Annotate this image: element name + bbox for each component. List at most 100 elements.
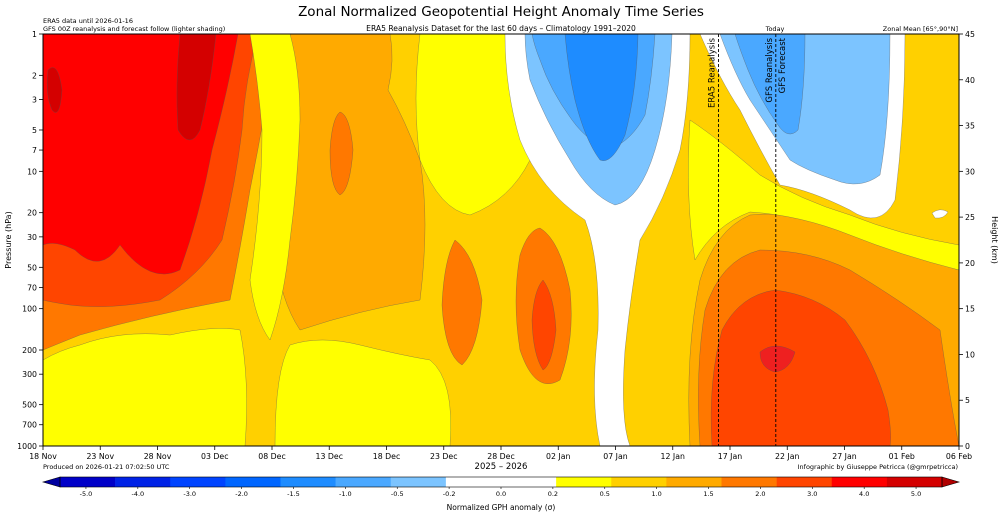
- colorbar-tick-label: -4.0: [131, 490, 144, 498]
- x-tick-label: 28 Dec: [487, 452, 515, 461]
- today-label: Today: [765, 25, 785, 33]
- height-tick-label: 45: [965, 30, 975, 39]
- colorbar-segment: [60, 477, 116, 487]
- x-tick-label: 01 Feb: [889, 452, 915, 461]
- height-tick-label: 15: [965, 305, 975, 314]
- colorbar-segment: [501, 477, 557, 487]
- colorbar-segment: [831, 477, 888, 487]
- colorbar-extend-min: [41, 476, 61, 488]
- header-left-1: ERA5 data until 2026-01-16: [43, 17, 133, 25]
- colorbar-segment: [390, 477, 447, 487]
- contour-negative-1.0-forecast: [734, 34, 806, 135]
- x-tick-label: 08 Dec: [258, 452, 286, 461]
- colorbar-segment: [611, 477, 667, 487]
- pressure-tick-label: 300: [22, 370, 37, 379]
- colorbar-tick-label: -1.0: [339, 490, 352, 498]
- colorbar-tick-label: 5.0: [911, 490, 921, 498]
- colorbar-tick-label: -0.2: [443, 490, 456, 498]
- colorbar-segment: [115, 477, 171, 487]
- height-tick-label: 0: [965, 442, 970, 451]
- pressure-tick-label: 30: [27, 233, 37, 242]
- x-tick-label: 02 Jan: [546, 452, 570, 461]
- contour-positive-2.0-jan: [531, 279, 557, 371]
- x-tick-label: 23 Dec: [430, 452, 458, 461]
- x-tick-label: 12 Jan: [661, 452, 685, 461]
- y-axis-height: 0 5 10 15 20 25 30 35 40 45: [959, 30, 975, 451]
- pressure-tick-label: 7: [32, 146, 37, 155]
- height-tick-label: 10: [965, 350, 975, 359]
- height-tick-label: 30: [965, 167, 975, 176]
- vline-label: GFS Forecast: [778, 37, 788, 93]
- colorbar-tick-label: 2.0: [755, 490, 765, 498]
- colorbar-segment: [776, 477, 833, 487]
- pressure-tick-label: 500: [22, 401, 37, 410]
- height-tick-label: 35: [965, 122, 975, 131]
- height-tick-label: 40: [965, 76, 975, 85]
- colorbar-segment: [556, 477, 612, 487]
- pressure-tick-label: 70: [27, 283, 37, 292]
- vertical-markers: ERA5 Reanalysis GFS Reanalysis GFS Forecas…: [708, 34, 788, 446]
- colorbar-segment: [666, 477, 722, 487]
- pressure-tick-label: 3: [32, 96, 37, 105]
- x-tick-label: 13 Dec: [316, 452, 344, 461]
- x-axis: 18 Nov 23 Nov 28 Nov 03 Dec 08 Dec 13 Dec 18 D…: [29, 446, 972, 461]
- contour-negative-small-feb: [931, 209, 949, 219]
- credit-text: Infographic by Giuseppe Petricca (@gmrpe…: [798, 463, 958, 471]
- colorbar-segment: [445, 477, 502, 487]
- colorbar-segment: [280, 477, 336, 487]
- pressure-tick-label: 1000: [17, 442, 37, 451]
- contour-positive-0.2-forecast: [688, 119, 959, 271]
- colorbar-tick-label: -2.0: [235, 490, 248, 498]
- pressure-tick-label: 20: [27, 209, 37, 218]
- colorbar-tick-label: -1.5: [287, 490, 300, 498]
- contour-positive-4.0: [176, 34, 217, 141]
- x-tick-label: 27 Jan: [832, 452, 856, 461]
- contour-negative-1.5-upper: [564, 34, 639, 161]
- pressure-tick-label: 5: [32, 126, 37, 135]
- colorbar-tick-label: -3.0: [183, 490, 196, 498]
- pressure-tick-label: 1: [32, 30, 37, 39]
- y-axis-label-right: Height (km): [990, 216, 999, 264]
- colorbar-segment: [721, 477, 777, 487]
- colorbar-tick-label: 0.0: [496, 490, 506, 498]
- header-left-2: GFS 00Z reanalysis and forecast follow (…: [43, 25, 225, 33]
- contour-positive-0.2-lower-dec: [274, 339, 452, 446]
- chart-subtitle: ERA5 Reanalysis Dataset for the last 60 …: [366, 24, 636, 33]
- colorbar-tick-label: 1.0: [651, 490, 661, 498]
- colorbar-segment: [225, 477, 281, 487]
- height-tick-label: 20: [965, 259, 975, 268]
- height-tick-label: 5: [965, 396, 970, 405]
- colorbar-tick-label: 0.5: [600, 490, 610, 498]
- colorbar-tick-label: -5.0: [80, 490, 93, 498]
- height-tick-label: 25: [965, 213, 975, 222]
- pressure-tick-label: 100: [22, 305, 37, 314]
- contour-positive-0.2-lower-early: [43, 328, 247, 446]
- colorbar: -5.0 -4.0 -3.0 -2.0 -1.5 -1.0 -0.5 -0.2 0.0 0.2 0.…: [41, 476, 961, 498]
- colorbar-tick-label: 4.0: [859, 490, 869, 498]
- y-axis-pressure: 1 2 3 5 7 10 20 30 50 70 100 200 300 500 700 1000: [17, 30, 43, 451]
- colorbar-tick-label: -0.5: [391, 490, 404, 498]
- y-axis-label-left: Pressure (hPa): [4, 211, 13, 268]
- produced-timestamp: Produced on 2026-01-21 07:02:50 UTC: [43, 463, 170, 471]
- colorbar-segment: [170, 477, 226, 487]
- pressure-tick-label: 700: [22, 421, 37, 430]
- colorbar-label: Normalized GPH anomaly (σ): [447, 503, 556, 512]
- header-right: Zonal Mean [65°,90°N]: [883, 25, 958, 33]
- colorbar-segment: [886, 477, 943, 487]
- colorbar-tick-label: 1.5: [703, 490, 713, 498]
- pressure-tick-label: 2: [32, 71, 37, 80]
- contour-fills: [43, 34, 959, 446]
- vline-label: GFS Reanalysis: [765, 37, 775, 102]
- colorbar-extend-max: [941, 476, 961, 488]
- colorbar-segment: [335, 477, 392, 487]
- vline-label: ERA5 Reanalysis: [708, 37, 718, 108]
- x-tick-label: 18 Dec: [373, 452, 401, 461]
- x-tick-label: 17 Jan: [718, 452, 742, 461]
- x-axis-label: 2025 – 2026: [475, 462, 528, 472]
- contour-positive-1.5-dec: [329, 111, 354, 196]
- colorbar-tick-label: 3.0: [807, 490, 817, 498]
- colorbar-tick-label: 0.2: [548, 490, 558, 498]
- chart-title: Zonal Normalized Geopotential Height Ano…: [298, 4, 704, 20]
- pressure-tick-label: 10: [27, 167, 37, 176]
